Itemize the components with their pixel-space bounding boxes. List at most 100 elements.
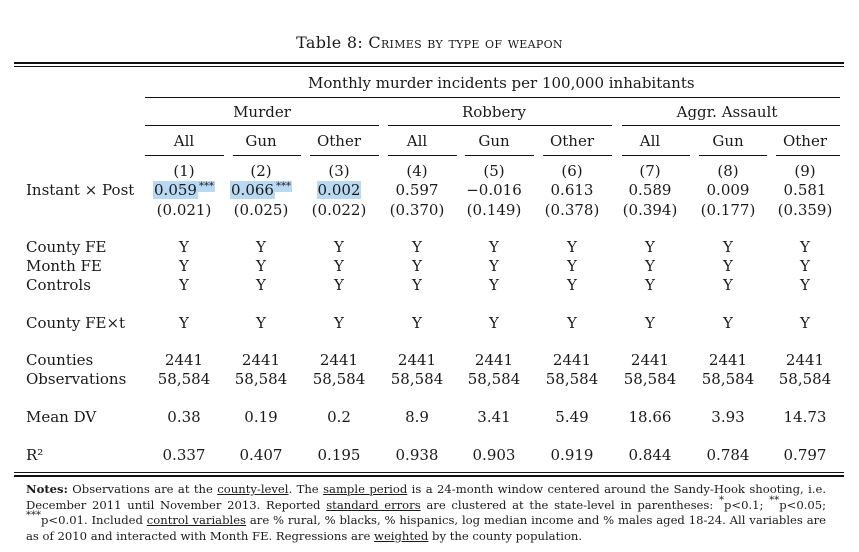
county-fe-cell: Y — [645, 238, 655, 256]
coef-cell: 0.059 *** — [144, 181, 224, 199]
r2-cell: 0.407 — [239, 446, 283, 464]
mean-dv-cell: 8.9 — [405, 408, 429, 426]
month-fe-cell: Y — [489, 257, 499, 275]
county-fe-cell: Y — [800, 238, 810, 256]
coef-cell: −0.016 — [454, 181, 534, 199]
r2-cell: 0.919 — [550, 446, 594, 464]
county-fe-cell: Y — [723, 238, 733, 256]
r2-cell: 0.797 — [783, 446, 827, 464]
observations-cell: 58,584 — [157, 370, 211, 388]
column-header: All — [406, 132, 428, 150]
coef-cell: 0.581 — [765, 181, 845, 199]
coef-cell: 0.597 — [377, 181, 457, 199]
column-header: Other — [549, 132, 595, 150]
mean-dv-cell: 0.2 — [327, 408, 351, 426]
counties-cell: 2441 — [241, 351, 281, 369]
column-rule — [233, 155, 301, 156]
std-error: (0.359) — [777, 201, 833, 219]
notes-link-weighted: weighted — [374, 528, 429, 543]
column-number: (4) — [406, 162, 428, 180]
month-fe-cell: Y — [334, 257, 344, 275]
std-error: (0.394) — [622, 201, 678, 219]
group-header: Aggr. Assault — [676, 103, 778, 121]
counties-cell: 2441 — [319, 351, 359, 369]
county-fe-t-cell: Y — [179, 314, 189, 332]
r2-cell: 0.844 — [628, 446, 672, 464]
month-fe-cell: Y — [412, 257, 422, 275]
notes-text: are % rural, % blacks, % hispanics, log … — [26, 513, 827, 543]
significance-stars: *** — [274, 181, 292, 192]
sig-star-2: ** — [769, 494, 780, 506]
coef-value: 0.589 — [628, 181, 672, 199]
observations-cell: 58,584 — [467, 370, 521, 388]
r2-cell: 0.784 — [706, 446, 750, 464]
observations-cell: 58,584 — [623, 370, 677, 388]
std-error: (0.025) — [233, 201, 289, 219]
notes-text: are clustered at the state-level in pare… — [426, 497, 714, 512]
controls-cell: Y — [800, 276, 810, 294]
county-fe-t-cell: Y — [256, 314, 266, 332]
mean-dv-cell: 18.66 — [628, 408, 672, 426]
counties-cell: 2441 — [785, 351, 825, 369]
column-rule — [145, 155, 224, 156]
column-rule — [310, 155, 379, 156]
group-header: Murder — [233, 103, 291, 121]
r2-cell: 0.938 — [395, 446, 439, 464]
county-fe-cell: Y — [567, 238, 577, 256]
mean-dv-cell: 3.93 — [711, 408, 745, 426]
bottom-rule-thin — [14, 472, 844, 473]
mean-dv-cell: 0.38 — [167, 408, 201, 426]
top-rule-thin — [14, 66, 844, 67]
std-error: (0.370) — [389, 201, 445, 219]
column-rule — [465, 155, 534, 156]
counties-cell: 2441 — [708, 351, 748, 369]
controls-cell: Y — [256, 276, 266, 294]
county-fe-cell: Y — [412, 238, 422, 256]
table-notes: Notes: Observations are at the county-le… — [26, 482, 826, 544]
counties-cell: 2441 — [552, 351, 592, 369]
observations-cell: 58,584 — [312, 370, 366, 388]
notes-text: . The — [288, 482, 319, 496]
notes-text: Observations are at the — [72, 482, 213, 496]
column-header: Other — [782, 132, 828, 150]
notes-link-control-variables: control variables — [146, 513, 247, 528]
notes-heading: Notes: — [26, 482, 68, 496]
caption-label: Table 8: — [296, 33, 364, 52]
coef-cell: 0.589 — [610, 181, 690, 199]
significance-stars: *** — [197, 181, 215, 192]
column-number: (5) — [483, 162, 505, 180]
month-fe-cell: Y — [179, 257, 189, 275]
notes-link-standard-errors: standard errors — [326, 497, 421, 512]
controls-cell: Y — [179, 276, 189, 294]
group-rule — [145, 125, 379, 126]
column-header: All — [173, 132, 195, 150]
coef-value: −0.016 — [466, 181, 522, 199]
column-header: Gun — [712, 132, 744, 150]
county-fe-t-cell: Y — [723, 314, 733, 332]
column-number: (9) — [794, 162, 816, 180]
counties-cell: 2441 — [474, 351, 514, 369]
group-header: Robbery — [461, 103, 527, 121]
county-fe-t-cell: Y — [489, 314, 499, 332]
column-number: (6) — [561, 162, 583, 180]
std-error: (0.177) — [700, 201, 756, 219]
county-fe-cell: Y — [334, 238, 344, 256]
std-error: (0.149) — [466, 201, 522, 219]
top-rule-thick — [14, 62, 844, 64]
column-number: (8) — [717, 162, 739, 180]
coef-value: 0.059 — [153, 181, 198, 199]
controls-cell: Y — [489, 276, 499, 294]
county-fe-t-cell: Y — [645, 314, 655, 332]
column-number: (1) — [173, 162, 195, 180]
super-header: Monthly murder incidents per 100,000 inh… — [308, 74, 695, 92]
column-header: Other — [316, 132, 362, 150]
r2-cell: 0.903 — [472, 446, 516, 464]
std-error: (0.378) — [544, 201, 600, 219]
notes-text: by the county population. — [432, 528, 583, 543]
group-rule — [622, 125, 840, 126]
coef-value: 0.066 — [230, 181, 275, 199]
month-fe-cell: Y — [800, 257, 810, 275]
row-label-month-fe: Month FE — [26, 257, 102, 275]
std-error: (0.022) — [311, 201, 367, 219]
notes-text: p<0.05; — [779, 497, 827, 512]
